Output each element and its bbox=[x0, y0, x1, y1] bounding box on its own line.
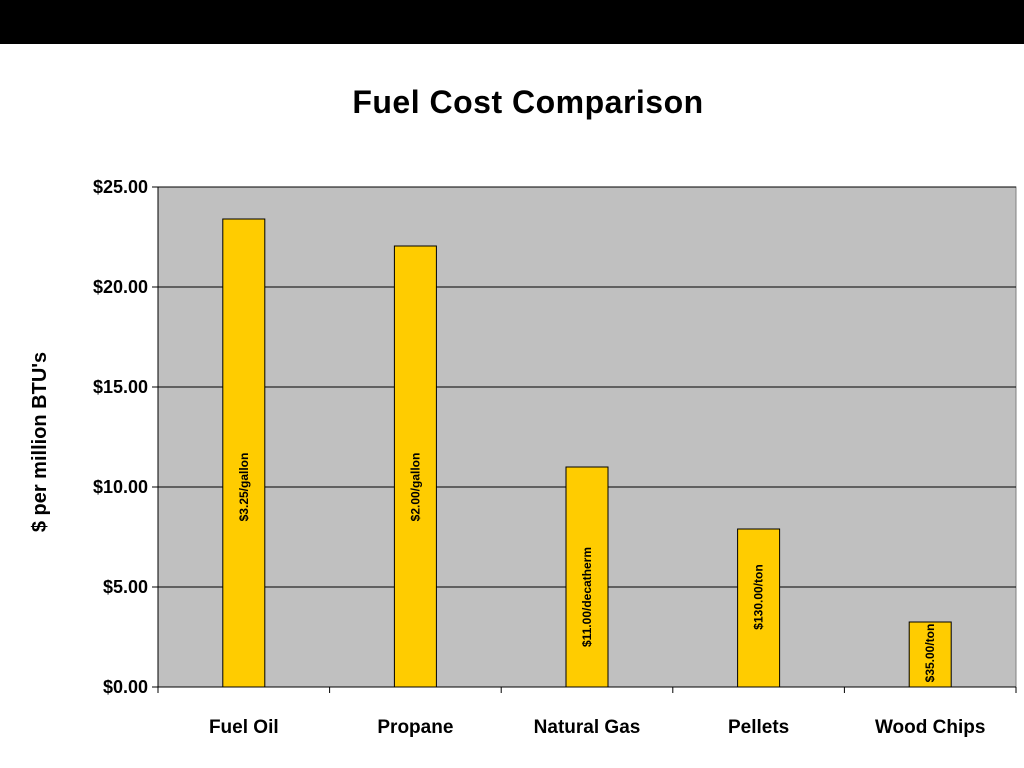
bar bbox=[222, 218, 266, 688]
y-axis-title: $ per million BTU's bbox=[29, 352, 51, 532]
y-tick-label: $25.00 bbox=[93, 177, 148, 197]
chart-title: Fuel Cost Comparison bbox=[352, 84, 704, 120]
x-category-label: Fuel Oil bbox=[209, 717, 279, 738]
bar-data-label: $3.25/gallon bbox=[237, 453, 251, 522]
y-tick-label: $0.00 bbox=[103, 677, 148, 697]
x-category-label: Pellets bbox=[728, 717, 789, 738]
y-tick-label: $20.00 bbox=[93, 277, 148, 297]
y-tick-label: $5.00 bbox=[103, 577, 148, 597]
x-category-label: Natural Gas bbox=[534, 717, 641, 738]
top-bar bbox=[0, 0, 1024, 44]
x-category-label: Propane bbox=[377, 717, 453, 738]
bar bbox=[565, 466, 609, 688]
bar bbox=[737, 528, 781, 688]
y-tick-label: $10.00 bbox=[93, 477, 148, 497]
bar-data-label: $130.00/ton bbox=[752, 564, 766, 629]
y-tick-label: $15.00 bbox=[93, 377, 148, 397]
x-category-label: Wood Chips bbox=[875, 717, 985, 738]
bar bbox=[908, 621, 952, 688]
bar-data-label: $2.00/gallon bbox=[408, 453, 422, 522]
bar bbox=[393, 245, 437, 688]
bar-data-label: $11.00/decatherm bbox=[580, 547, 594, 647]
bar-data-label: $35.00/ton bbox=[923, 624, 937, 683]
